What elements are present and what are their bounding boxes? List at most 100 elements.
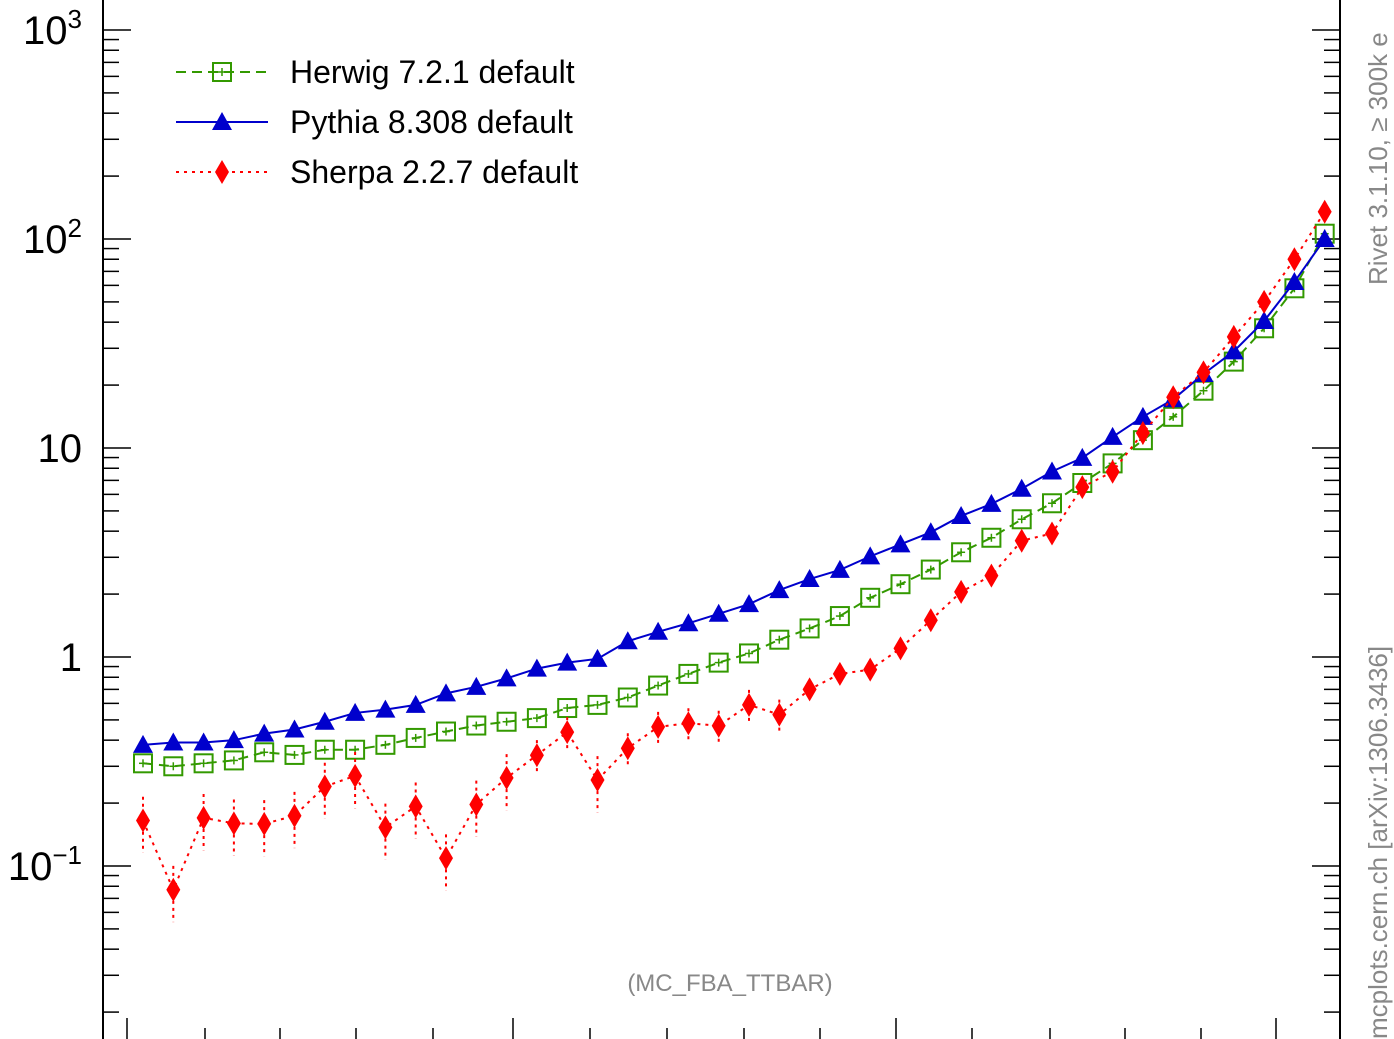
herwig-marker: [496, 711, 517, 732]
series-herwig: [133, 223, 1335, 777]
pythia-marker: [1102, 426, 1123, 445]
y-tick-label: 1: [60, 636, 82, 680]
sherpa-marker: [317, 774, 332, 799]
sherpa-marker: [136, 808, 150, 833]
herwig-marker: [212, 62, 232, 82]
pythia-marker: [223, 730, 244, 749]
sherpa-marker: [772, 702, 787, 727]
sherpa-marker: [863, 657, 878, 682]
herwig-marker: [769, 629, 790, 650]
sherpa-marker: [287, 803, 302, 828]
sherpa-marker: [590, 767, 605, 792]
pythia-marker: [981, 493, 1002, 512]
sherpa-marker: [1045, 521, 1059, 546]
sherpa-marker: [1226, 324, 1241, 349]
pythia-marker: [526, 658, 547, 677]
herwig-marker: [920, 559, 941, 580]
sherpa-marker: [923, 608, 938, 633]
sherpa-marker: [1135, 420, 1150, 445]
herwig-marker: [890, 574, 911, 595]
pythia-marker: [1223, 341, 1244, 360]
pythia-marker: [678, 613, 699, 632]
mcplots-source-label: mcplots.cern.ch [arXiv:1306.3436]: [1363, 646, 1393, 1039]
pythia-marker: [496, 668, 517, 687]
herwig-marker: [981, 527, 1002, 548]
sherpa-marker: [439, 846, 453, 871]
herwig-marker: [678, 663, 699, 684]
sherpa-marker: [651, 714, 666, 739]
series-line: [142, 233, 1326, 768]
pythia-marker: [708, 603, 729, 622]
sherpa-marker: [893, 636, 908, 661]
herwig-marker: [708, 652, 729, 673]
sherpa-marker: [469, 792, 484, 817]
herwig-marker: [739, 643, 759, 664]
herwig-marker: [1042, 493, 1062, 514]
sherpa-marker: [832, 661, 847, 686]
y-tick-label: 103: [23, 4, 82, 53]
pythia-marker: [739, 594, 759, 613]
pythia-marker: [254, 723, 275, 742]
y-tick-label: 102: [23, 213, 82, 262]
herwig-marker: [345, 739, 366, 760]
pythia-marker: [133, 734, 153, 753]
pythia-marker: [466, 676, 487, 695]
herwig-marker: [1011, 509, 1032, 530]
sherpa-marker: [196, 805, 211, 830]
pythia-marker: [1314, 229, 1335, 247]
herwig-marker: [375, 734, 396, 755]
herwig-marker: [951, 542, 972, 563]
herwig-marker: [466, 715, 487, 736]
pythia-marker: [890, 534, 911, 553]
pythia-marker: [1284, 271, 1305, 290]
sherpa-marker: [1075, 475, 1090, 500]
sherpa-marker: [560, 720, 575, 745]
herwig-marker: [526, 708, 547, 729]
pythia-marker: [1011, 478, 1032, 497]
sherpa-marker: [499, 765, 514, 790]
legend-label: Sherpa 2.2.7 default: [290, 154, 578, 190]
pythia-marker: [829, 559, 850, 578]
herwig-marker: [193, 753, 214, 774]
sherpa-marker: [166, 877, 181, 902]
sherpa-marker: [529, 743, 544, 768]
pythia-marker: [163, 732, 184, 751]
herwig-marker: [163, 756, 184, 777]
analysis-annotation: (MC_FBA_TTBAR): [627, 970, 832, 997]
herwig-marker: [860, 587, 881, 608]
herwig-marker: [405, 727, 426, 748]
pythia-marker: [557, 652, 578, 671]
y-tick-label: 10: [38, 427, 83, 471]
pythia-marker: [375, 699, 396, 718]
sherpa-marker: [1317, 199, 1332, 224]
pythia-marker: [769, 580, 790, 599]
legend: Herwig 7.2.1 default Pythia 8.308 default…: [176, 54, 578, 190]
pythia-marker: [284, 719, 305, 738]
y-tick-label: 10−1: [8, 840, 82, 889]
herwig-marker: [587, 694, 608, 715]
sherpa-marker: [1257, 289, 1272, 314]
herwig-marker: [799, 618, 820, 639]
pythia-marker: [799, 569, 820, 588]
herwig-marker: [223, 750, 244, 771]
series-line: [142, 238, 1326, 746]
legend-label: Herwig 7.2.1 default: [290, 54, 575, 90]
herwig-marker: [617, 687, 638, 708]
herwig-marker: [436, 721, 456, 742]
herwig-marker: [314, 739, 335, 760]
pythia-marker: [345, 702, 366, 721]
rivet-version-label: Rivet 3.1.10, ≥ 300k e: [1363, 32, 1393, 285]
herwig-marker: [648, 675, 669, 696]
series-line: [142, 211, 1326, 893]
herwig-marker: [829, 606, 850, 627]
sherpa-marker: [1014, 528, 1029, 553]
sherpa-marker: [711, 713, 726, 738]
sherpa-marker: [742, 692, 756, 717]
herwig-marker: [254, 742, 275, 763]
sherpa-marker: [215, 160, 229, 184]
herwig-marker: [557, 698, 578, 719]
sherpa-marker: [1166, 385, 1181, 410]
sherpa-marker: [1287, 247, 1302, 272]
sherpa-marker: [802, 677, 817, 702]
